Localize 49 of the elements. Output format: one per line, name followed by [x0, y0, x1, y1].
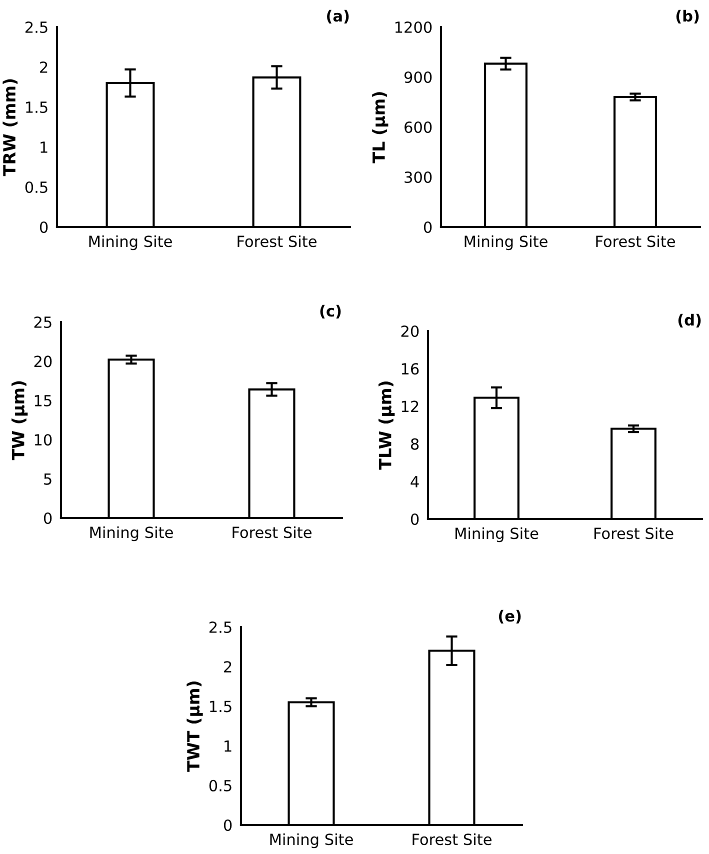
x-tick-label: Mining Site — [270, 833, 353, 848]
y-axis-title: TL (µm) — [372, 92, 388, 164]
x-tick-label: Forest Site — [238, 235, 316, 248]
x-tick-label: Forest Site — [594, 527, 674, 540]
y-axis-title: TLW (µm) — [378, 382, 395, 470]
x-tick-label: Mining Site — [456, 527, 538, 542]
y-tick-label: 1 — [224, 740, 232, 752]
y-tick-label: 0 — [40, 221, 48, 234]
x-tick-label: Forest Site — [412, 833, 492, 846]
y-tick-label: 2 — [224, 661, 232, 672]
y-tick-label: 25 — [34, 316, 52, 328]
y-tick-label: 300 — [404, 171, 432, 184]
y-tick-label: 1200 — [395, 21, 432, 34]
chart-title: (b) — [676, 10, 699, 24]
chart-title: (e) — [498, 610, 521, 624]
y-axis-title: TWT (µm) — [186, 682, 203, 772]
chart-title: (d) — [678, 314, 701, 328]
y-tick-label: 1.5 — [210, 700, 232, 712]
y-axis-title: TW (µm) — [12, 381, 28, 460]
y-tick-label: 0.5 — [25, 181, 48, 194]
y-tick-label: 2.5 — [25, 21, 48, 34]
y-tick-label: 600 — [404, 121, 432, 134]
y-axis-title: TRW (mm) — [2, 79, 18, 176]
x-tick-label: Forest Site — [596, 235, 675, 248]
y-tick-label: 20 — [34, 356, 52, 368]
y-tick-label: 900 — [404, 71, 432, 84]
x-tick-label: Mining Site — [90, 526, 173, 542]
y-tick-label: 8 — [410, 438, 419, 450]
y-tick-label: 2.5 — [209, 621, 232, 634]
y-tick-label: 0 — [44, 512, 52, 524]
chart-title: (c) — [320, 304, 341, 318]
x-tick-label: Forest Site — [232, 526, 312, 538]
x-tick-label: Mining Site — [89, 235, 172, 250]
y-tick-label: 2 — [40, 61, 48, 73]
y-tick-label: 10 — [34, 434, 52, 446]
y-tick-label: 1 — [40, 142, 48, 153]
y-tick-label: 1.5 — [26, 102, 48, 114]
y-tick-label: 5 — [44, 473, 52, 485]
chart-title: (a) — [327, 10, 349, 24]
y-tick-label: 0.5 — [209, 780, 232, 792]
y-tick-label: 0 — [224, 819, 232, 832]
y-tick-label: 20 — [401, 325, 419, 338]
y-tick-label: 0 — [410, 513, 419, 526]
x-tick-label: Mining Site — [464, 235, 548, 250]
y-tick-label: 12 — [402, 400, 418, 412]
y-tick-label: 15 — [34, 395, 52, 406]
y-tick-label: 16 — [402, 363, 419, 375]
y-tick-label: 4 — [410, 476, 419, 488]
y-tick-label: 0 — [424, 221, 432, 234]
